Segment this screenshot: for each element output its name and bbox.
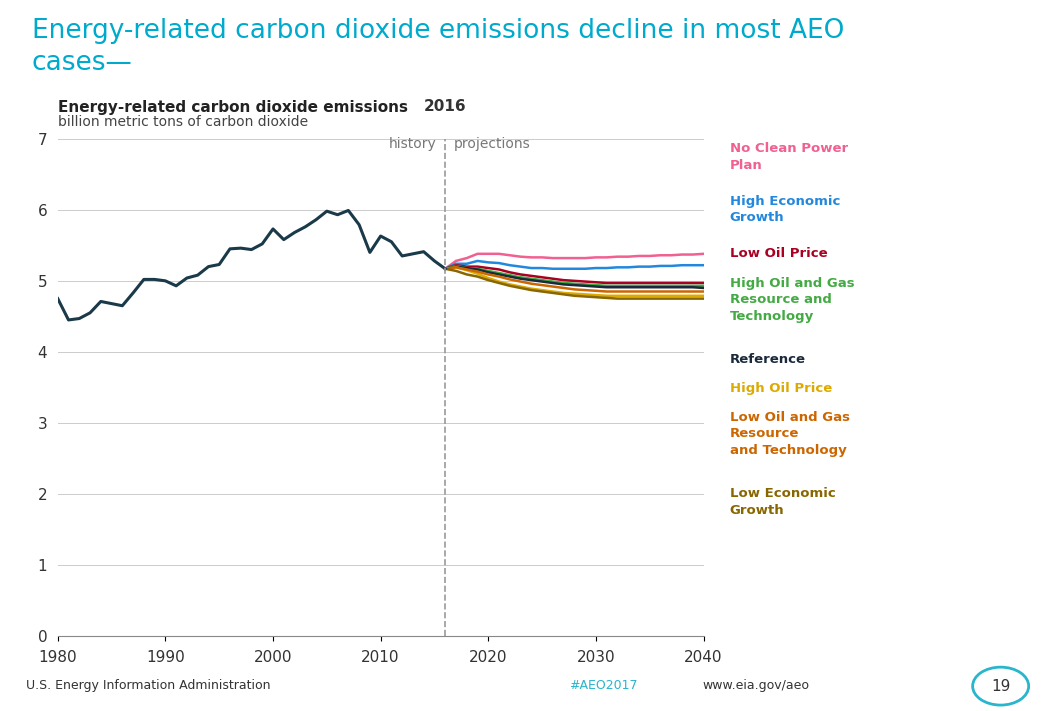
Text: Reference: Reference: [730, 353, 805, 365]
Text: Low Economic
Growth: Low Economic Growth: [730, 487, 836, 516]
Text: projections: projections: [454, 137, 530, 151]
Text: 19: 19: [991, 678, 1010, 694]
Text: High Economic
Growth: High Economic Growth: [730, 195, 840, 224]
Text: |: |: [654, 679, 658, 692]
Text: 2016: 2016: [424, 99, 466, 114]
Text: High Oil and Gas
Resource and
Technology: High Oil and Gas Resource and Technology: [730, 277, 855, 323]
Text: Low Oil and Gas
Resource
and Technology: Low Oil and Gas Resource and Technology: [730, 411, 849, 457]
Text: history: history: [388, 137, 437, 151]
Text: Low Oil Price: Low Oil Price: [730, 247, 827, 260]
Text: High Oil Price: High Oil Price: [730, 382, 832, 395]
Text: Energy-related carbon dioxide emissions: Energy-related carbon dioxide emissions: [58, 100, 407, 114]
Text: U.S. Energy Information Administration: U.S. Energy Information Administration: [26, 679, 271, 692]
Text: www.eia.gov/aeo: www.eia.gov/aeo: [702, 679, 810, 692]
Text: #AEO2017: #AEO2017: [569, 679, 638, 692]
Text: billion metric tons of carbon dioxide: billion metric tons of carbon dioxide: [58, 115, 308, 129]
Text: Energy-related carbon dioxide emissions decline in most AEO: Energy-related carbon dioxide emissions …: [32, 18, 844, 44]
Text: No Clean Power
Plan: No Clean Power Plan: [730, 142, 848, 171]
Text: cases—: cases—: [32, 50, 132, 76]
